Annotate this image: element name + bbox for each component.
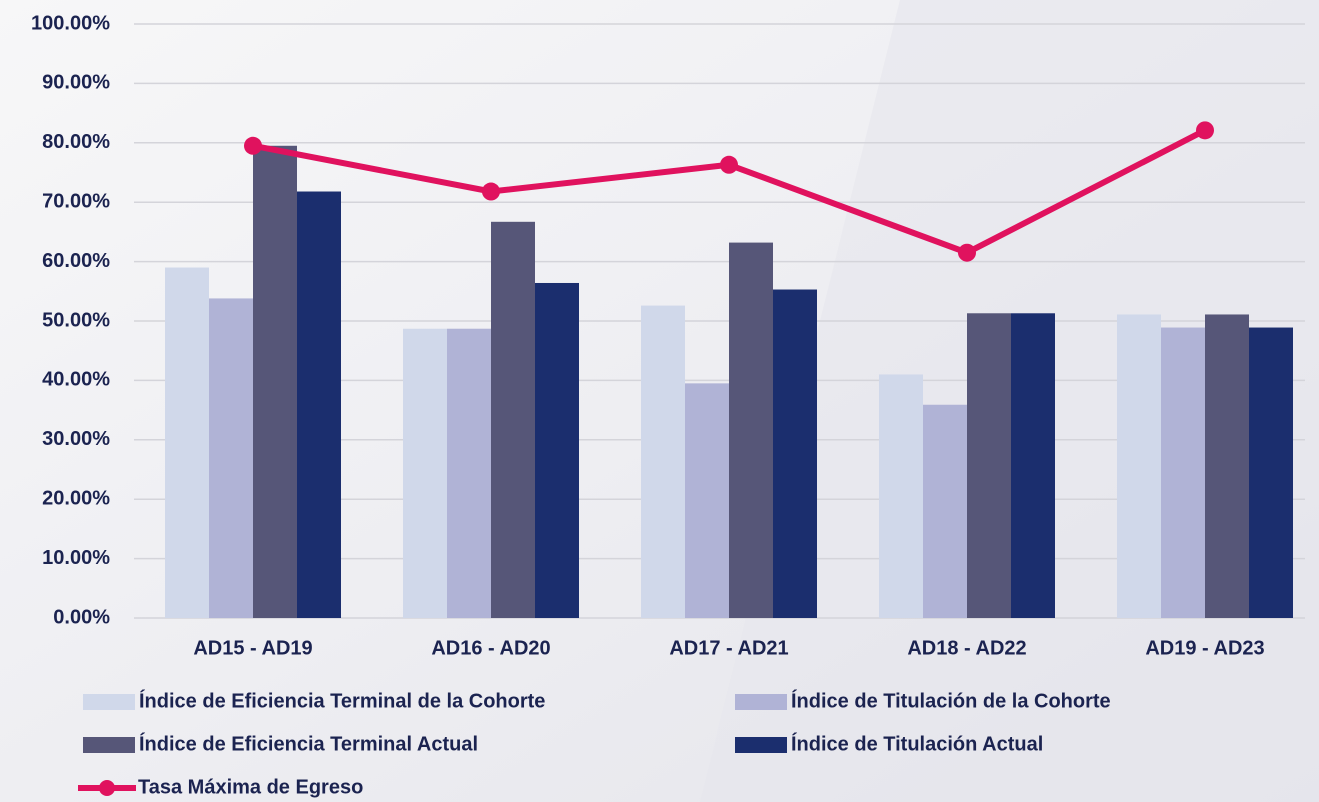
y-tick-label: 60.00% [42,250,110,272]
x-tick-label: AD19 - AD23 [1145,637,1264,659]
x-tick-label: AD18 - AD22 [907,637,1026,659]
legend-label: Tasa Máxima de Egreso [138,776,363,798]
legend-swatch [735,737,787,753]
bar [1011,313,1055,618]
bar [491,221,535,618]
bar [253,145,297,618]
y-tick-label: 50.00% [42,309,110,331]
bar [641,305,685,618]
x-tick-label: AD16 - AD20 [431,637,550,659]
bar [1249,327,1293,618]
bar [685,383,729,618]
legend-label: Índice de Eficiencia Terminal Actual [139,732,478,755]
y-tick-label: 70.00% [42,190,110,212]
x-tick-label: AD17 - AD21 [669,637,788,659]
bar [1161,327,1205,618]
legend-label: Índice de Titulación de la Cohorte [791,689,1111,712]
y-tick-label: 10.00% [42,547,110,569]
legend-marker [99,780,115,796]
bar [879,374,923,618]
line-marker [720,155,738,174]
bar [1117,314,1161,618]
legend-swatch [735,694,787,710]
line-marker [958,243,976,262]
y-tick-label: 100.00% [31,12,110,34]
bar [729,242,773,619]
y-tick-label: 0.00% [53,606,110,628]
y-tick-label: 90.00% [42,72,110,94]
bar [403,328,447,618]
bar [165,267,209,618]
bar [447,328,491,618]
bar [1205,314,1249,618]
legend-swatch [83,737,135,753]
x-tick-label: AD15 - AD19 [193,637,312,659]
line-marker [1196,121,1214,140]
line-marker [482,182,500,201]
y-tick-label: 20.00% [42,487,110,509]
bar [923,404,967,618]
legend-label: Índice de Titulación Actual [791,732,1043,755]
bar [773,289,817,618]
y-tick-label: 40.00% [42,369,110,391]
bar [297,191,341,618]
legend-label: Índice de Eficiencia Terminal de la Coho… [139,689,545,712]
y-tick-label: 80.00% [42,131,110,153]
bar [209,298,253,618]
line-marker [244,136,262,155]
bar [535,282,579,618]
bar [967,313,1011,618]
legend-swatch [83,694,135,710]
y-tick-label: 30.00% [42,428,110,450]
